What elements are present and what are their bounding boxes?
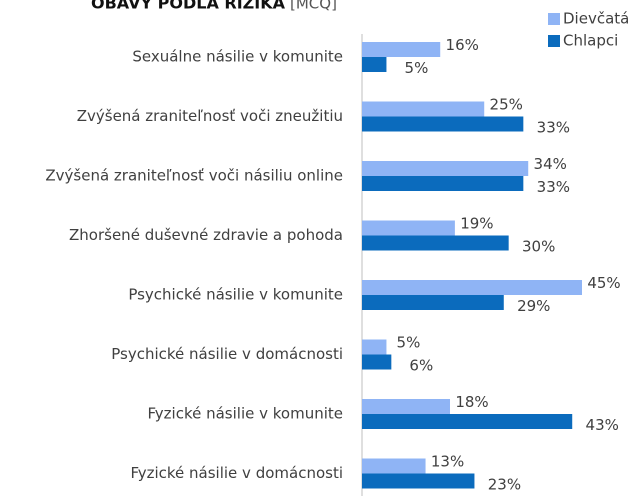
category-label: Psychické násilie v domácnosti [111, 345, 343, 363]
value-label: 18% [455, 393, 488, 411]
value-label: 33% [537, 119, 570, 137]
bar [362, 161, 529, 176]
legend-label: Dievčatá [563, 10, 629, 28]
bar [362, 280, 582, 295]
category-label: Zhoršené duševné zdravie a pohoda [69, 226, 343, 244]
bar [362, 473, 475, 489]
category-label: Zvýšená zraniteľnosť voči násiliu online [45, 167, 343, 185]
value-label: 25% [490, 96, 523, 114]
bar [362, 57, 387, 72]
bar [362, 176, 524, 191]
bar [362, 339, 387, 355]
value-label: 13% [431, 453, 464, 471]
category-label: Fyzické násilie v komunite [148, 405, 343, 423]
value-label: 29% [517, 297, 550, 315]
legend-swatch [548, 13, 560, 25]
value-label: 23% [488, 476, 521, 494]
bar [362, 116, 524, 132]
legend-label: Chlapci [563, 32, 618, 50]
bar [362, 399, 450, 414]
value-label: 43% [586, 416, 619, 434]
category-label: Fyzické násilie v domácnosti [130, 464, 343, 482]
value-label: 5% [397, 334, 421, 352]
category-label: Sexuálne násilie v komunite [132, 48, 343, 66]
value-label: 19% [460, 215, 493, 233]
value-label: 34% [534, 155, 567, 173]
chart-subtitle: [MCQ] [290, 0, 337, 13]
value-label: 33% [537, 178, 570, 196]
category-label: Psychické násilie v komunite [128, 286, 343, 304]
bar [362, 220, 455, 236]
bar [362, 295, 504, 310]
bar [362, 42, 441, 57]
bar [362, 354, 392, 370]
value-label: 6% [409, 357, 433, 375]
value-label: 45% [587, 274, 620, 292]
legend-swatch [548, 35, 560, 47]
value-label: 16% [446, 36, 479, 54]
value-label: 30% [522, 238, 555, 256]
bar [362, 458, 426, 474]
category-label: Zvýšená zraniteľnosť voči zneužitiu [77, 107, 343, 125]
bar [362, 101, 485, 117]
chart-title: OBAVY PODĽA RIZIKA [91, 0, 286, 13]
value-label: 5% [405, 59, 429, 77]
bar [362, 414, 573, 429]
bar [362, 235, 509, 251]
